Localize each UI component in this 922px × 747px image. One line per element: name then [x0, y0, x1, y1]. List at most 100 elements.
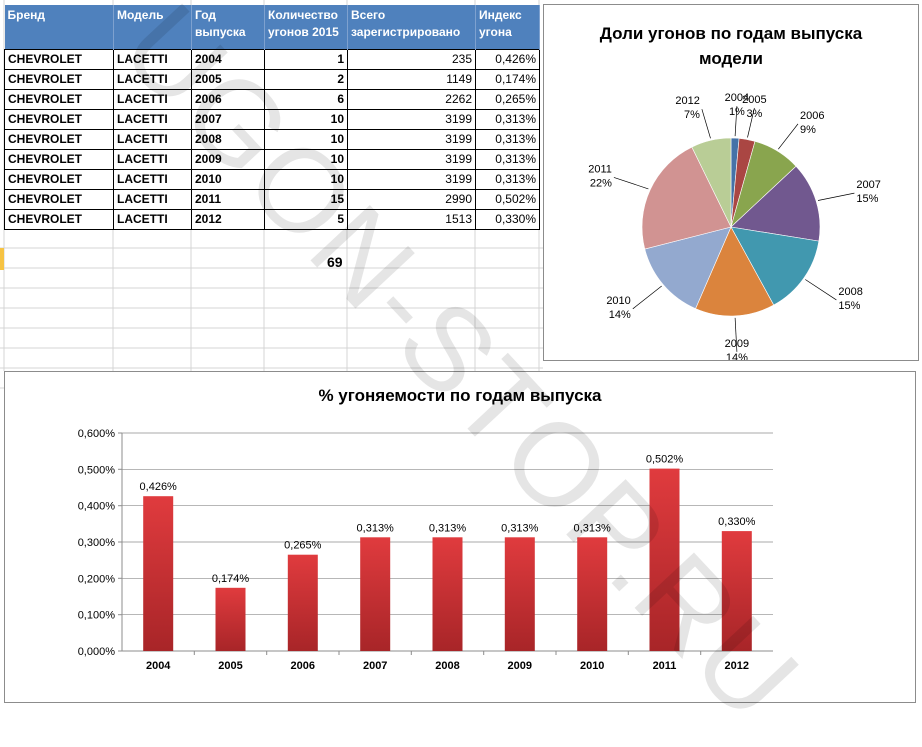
pie-category-label: 2005 [742, 94, 766, 106]
table-cell[interactable]: 2006 [191, 89, 265, 110]
table-cell[interactable]: 3199 [347, 129, 476, 150]
table-cell[interactable]: 0,426% [475, 49, 540, 70]
table-cell[interactable]: LACETTI [113, 49, 192, 70]
x-tick-label: 2012 [725, 660, 749, 672]
pie-category-label: 2011 [588, 163, 612, 175]
header-thefts[interactable]: Количество угонов 2015 [264, 5, 348, 50]
table-cell[interactable]: CHEVROLET [4, 209, 114, 230]
pie-slice-2009[interactable] [695, 226, 775, 317]
total-thefts-cell[interactable]: 69 [327, 254, 343, 270]
table-cell[interactable]: 0,330% [475, 209, 540, 230]
table-cell[interactable]: 0,502% [475, 189, 540, 210]
table-cell[interactable]: 2007 [191, 109, 265, 130]
pie-category-label: 2006 [800, 110, 824, 122]
table-cell[interactable]: 2012 [191, 209, 265, 230]
table-cell[interactable]: 2004 [191, 49, 265, 70]
pie-leader-line [632, 285, 662, 310]
table-cell[interactable]: CHEVROLET [4, 149, 114, 170]
table-cell[interactable]: LACETTI [113, 69, 192, 90]
pie-slice-2010[interactable] [644, 226, 732, 310]
pie-category-label: 2010 [606, 295, 630, 307]
table-cell[interactable]: LACETTI [113, 109, 192, 130]
table-cell[interactable]: 1513 [347, 209, 476, 230]
pie-leader-line [747, 107, 755, 138]
pie-percent-label: 15% [856, 193, 878, 205]
pie-percent-label: 22% [590, 177, 612, 189]
bar-2011[interactable] [649, 468, 680, 651]
pie-slice-2007[interactable] [730, 165, 821, 242]
table-cell[interactable]: CHEVROLET [4, 49, 114, 70]
pie-slice-2011[interactable] [641, 146, 732, 250]
table-cell[interactable]: 10 [264, 169, 348, 190]
table-cell[interactable]: 0,313% [475, 129, 540, 150]
table-cell[interactable]: 3199 [347, 149, 476, 170]
table-cell[interactable]: 3199 [347, 109, 476, 130]
table-row: CHEVROLET LACETTI 2008 10 3199 0,313% [4, 129, 540, 150]
bar-2008[interactable] [432, 537, 463, 651]
pie-category-label: 2004 [725, 92, 749, 104]
bar-data-label: 0,313% [501, 522, 539, 534]
header-index[interactable]: Индекс угона [475, 5, 540, 50]
bar-data-label: 0,313% [357, 522, 395, 534]
table-cell[interactable]: LACETTI [113, 189, 192, 210]
pie-slice-2012[interactable] [691, 137, 732, 228]
table-cell[interactable]: 2009 [191, 149, 265, 170]
bar-2005[interactable] [215, 587, 246, 651]
table-cell[interactable]: CHEVROLET [4, 89, 114, 110]
table-cell[interactable]: 1 [264, 49, 348, 70]
table-cell[interactable]: CHEVROLET [4, 129, 114, 150]
table-cell[interactable]: CHEVROLET [4, 109, 114, 130]
pie-chart-panel[interactable]: Доли угонов по годам выпуска модели 2004… [543, 4, 919, 361]
table-cell[interactable]: 15 [264, 189, 348, 210]
table-cell[interactable]: 10 [264, 109, 348, 130]
table-cell[interactable]: LACETTI [113, 169, 192, 190]
bar-2004[interactable] [143, 496, 174, 651]
header-brand[interactable]: Бренд [4, 5, 114, 50]
table-cell[interactable]: 0,174% [475, 69, 540, 90]
y-tick-label: 0,400% [78, 501, 116, 513]
table-cell[interactable]: CHEVROLET [4, 169, 114, 190]
y-tick-label: 0,300% [78, 537, 116, 549]
table-cell[interactable]: LACETTI [113, 149, 192, 170]
bar-2012[interactable] [721, 531, 752, 651]
table-cell[interactable]: 2990 [347, 189, 476, 210]
table-cell[interactable]: 235 [347, 49, 476, 70]
header-model[interactable]: Модель [113, 5, 192, 50]
table-cell[interactable]: 0,313% [475, 109, 540, 130]
table-cell[interactable]: 2262 [347, 89, 476, 110]
table-cell[interactable]: 0,313% [475, 149, 540, 170]
table-cell[interactable]: CHEVROLET [4, 189, 114, 210]
table-cell[interactable]: 10 [264, 129, 348, 150]
table-cell[interactable]: 0,265% [475, 89, 540, 110]
table-cell[interactable]: LACETTI [113, 129, 192, 150]
bar-chart-panel[interactable]: % угоняемости по годам выпуска 0,000% 0,1… [4, 371, 916, 703]
table-cell[interactable]: 1149 [347, 69, 476, 90]
table-cell[interactable]: 10 [264, 149, 348, 170]
table-cell[interactable]: 6 [264, 89, 348, 110]
table-cell[interactable]: LACETTI [113, 89, 192, 110]
table-cell[interactable]: 2008 [191, 129, 265, 150]
table-cell[interactable]: 2010 [191, 169, 265, 190]
table-cell[interactable]: 0,313% [475, 169, 540, 190]
pie-percent-label: 9% [800, 124, 816, 136]
pie-slice-2008[interactable] [730, 226, 820, 306]
table-cell[interactable]: 2 [264, 69, 348, 90]
bar-2006[interactable] [287, 554, 318, 651]
bar-2009[interactable] [504, 537, 535, 651]
table-cell[interactable]: 3199 [347, 169, 476, 190]
pie-leader-line [613, 177, 649, 190]
table-cell[interactable]: 2005 [191, 69, 265, 90]
data-table: Бренд Модель Год выпуска Количество угон… [4, 5, 540, 230]
bar-2010[interactable] [577, 537, 608, 651]
table-row: CHEVROLET LACETTI 2004 1 235 0,426% [4, 49, 540, 70]
table-cell[interactable]: LACETTI [113, 209, 192, 230]
table-cell[interactable]: 5 [264, 209, 348, 230]
table-cell[interactable]: 2011 [191, 189, 265, 210]
table-cell[interactable]: CHEVROLET [4, 69, 114, 90]
pie-leader-line [805, 279, 837, 301]
header-registered[interactable]: Всего зарегистрировано [347, 5, 476, 50]
bar-2007[interactable] [360, 537, 391, 651]
header-year[interactable]: Год выпуска [191, 5, 265, 50]
pie-leader-line [817, 192, 855, 201]
x-tick-label: 2005 [218, 660, 242, 672]
